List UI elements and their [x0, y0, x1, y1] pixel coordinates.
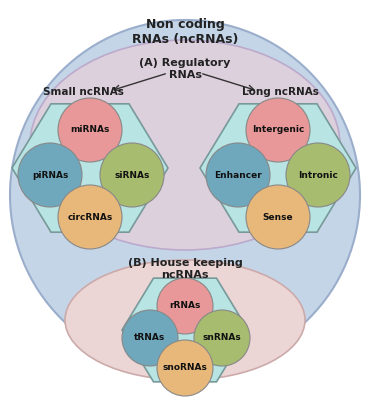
- Circle shape: [122, 310, 178, 366]
- Polygon shape: [12, 104, 168, 232]
- Circle shape: [157, 278, 213, 334]
- Circle shape: [58, 185, 122, 249]
- Text: (A) Regulatory
RNAs: (A) Regulatory RNAs: [139, 58, 231, 80]
- Circle shape: [286, 143, 350, 207]
- Ellipse shape: [30, 40, 340, 250]
- Text: snRNAs: snRNAs: [203, 334, 241, 342]
- Text: Intronic: Intronic: [298, 170, 338, 180]
- Text: tRNAs: tRNAs: [134, 334, 166, 342]
- Text: miRNAs: miRNAs: [70, 126, 110, 134]
- Text: snoRNAs: snoRNAs: [162, 364, 208, 372]
- Circle shape: [100, 143, 164, 207]
- Circle shape: [206, 143, 270, 207]
- Circle shape: [194, 310, 250, 366]
- Text: siRNAs: siRNAs: [114, 170, 150, 180]
- Text: Long ncRNAs: Long ncRNAs: [242, 87, 319, 97]
- Text: piRNAs: piRNAs: [32, 170, 68, 180]
- Text: (B) House keeping
ncRNAs: (B) House keeping ncRNAs: [128, 258, 242, 280]
- Circle shape: [246, 185, 310, 249]
- Text: Intergenic: Intergenic: [252, 126, 304, 134]
- Circle shape: [157, 340, 213, 396]
- Circle shape: [246, 98, 310, 162]
- Text: Sense: Sense: [263, 212, 293, 222]
- Circle shape: [10, 20, 360, 370]
- Polygon shape: [200, 104, 356, 232]
- Circle shape: [58, 98, 122, 162]
- Circle shape: [18, 143, 82, 207]
- Text: Non coding
RNAs (ncRNAs): Non coding RNAs (ncRNAs): [132, 18, 238, 46]
- Text: circRNAs: circRNAs: [67, 212, 112, 222]
- Text: rRNAs: rRNAs: [169, 302, 201, 310]
- Ellipse shape: [65, 260, 305, 380]
- Polygon shape: [122, 278, 248, 382]
- Text: Enhancer: Enhancer: [214, 170, 262, 180]
- Text: Small ncRNAs: Small ncRNAs: [43, 87, 124, 97]
